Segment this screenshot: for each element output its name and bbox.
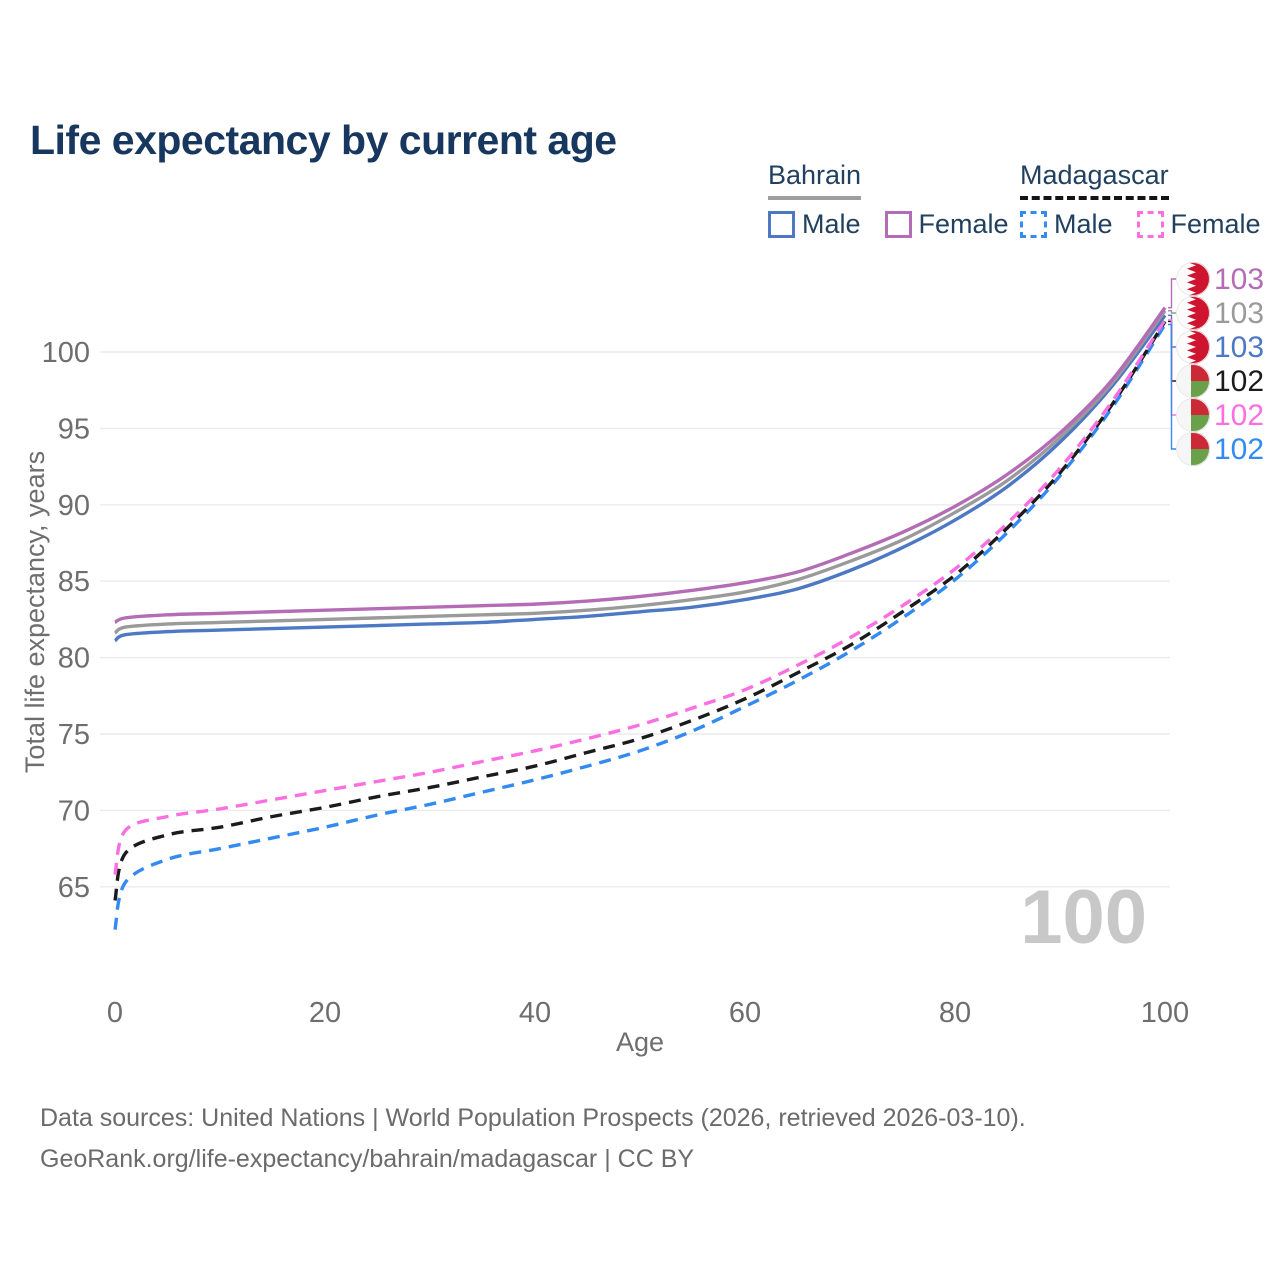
legend-group-madagascar: Madagascar Male Female	[1020, 160, 1280, 240]
legend-item-madagascar-male[interactable]: Male	[1020, 209, 1113, 240]
madagascar-flag-icon	[1176, 364, 1210, 398]
end-value-label-bahrain-female: 103	[1214, 263, 1264, 296]
madagascar-male-swatch-icon	[1020, 211, 1047, 238]
chart-legend: Bahrain Male Female Madagascar Male	[0, 160, 1280, 245]
series-line-bahrain-male[interactable]	[113, 314, 1167, 643]
legend-item-bahrain-female[interactable]: Female	[884, 209, 1009, 240]
legend-label-bahrain-male: Male	[802, 209, 861, 239]
legend-group-bahrain: Bahrain Male Female	[768, 160, 1033, 240]
y-tick-65: 65	[58, 872, 90, 904]
y-tick-75: 75	[58, 719, 90, 751]
legend-country-madagascar[interactable]: Madagascar	[1020, 160, 1169, 200]
end-label-connector	[1168, 323, 1176, 450]
y-axis-label: Total life expectancy, years	[20, 451, 50, 773]
y-tick-95: 95	[58, 413, 90, 445]
chart-footer: Data sources: United Nations | World Pop…	[40, 1098, 1026, 1180]
legend-row-madagascar: Male Female	[1020, 209, 1280, 240]
footer-data-sources: Data sources: United Nations | World Pop…	[40, 1104, 1026, 1132]
legend-item-bahrain-male[interactable]: Male	[768, 209, 861, 240]
legend-label-bahrain-female: Female	[918, 209, 1009, 239]
series-line-madagascar-both-sexes[interactable]	[113, 320, 1167, 901]
x-tick-100: 100	[1141, 997, 1189, 1029]
end-value-label-madagascar-both-sexes: 102	[1214, 365, 1264, 398]
end-value-label-bahrain-male: 103	[1214, 331, 1264, 364]
series-line-madagascar-female[interactable]	[113, 318, 1167, 875]
series-line-bahrain-both-sexes[interactable]	[113, 309, 1167, 635]
y-tick-85: 85	[58, 566, 90, 598]
end-label-connector	[1168, 278, 1176, 309]
madagascar-flag-icon	[1176, 432, 1210, 466]
bahrain-flag-icon	[1176, 296, 1210, 330]
x-tick-20: 20	[309, 997, 341, 1029]
end-value-label-madagascar-male: 102	[1214, 433, 1264, 466]
legend-country-bahrain[interactable]: Bahrain	[768, 160, 862, 200]
bahrain-flag-icon	[1176, 262, 1210, 296]
series-line-madagascar-male[interactable]	[113, 323, 1167, 930]
bahrain-female-swatch-icon	[884, 211, 912, 238]
y-tick-90: 90	[58, 490, 90, 522]
bahrain-flag-icon	[1176, 330, 1210, 364]
y-tick-80: 80	[58, 643, 90, 675]
x-tick-0: 0	[107, 997, 123, 1029]
end-label-connector	[1168, 310, 1176, 314]
madagascar-flag-icon	[1176, 398, 1210, 432]
footer-link[interactable]: GeoRank.org/life-expectancy/bahrain/mada…	[40, 1145, 695, 1173]
bahrain-male-swatch-icon	[768, 211, 795, 238]
series-line-bahrain-female[interactable]	[114, 306, 1167, 625]
x-tick-40: 40	[519, 997, 551, 1029]
legend-label-madagascar-female: Female	[1170, 209, 1261, 239]
x-axis-label: Age	[616, 1027, 664, 1057]
madagascar-female-swatch-icon	[1136, 211, 1164, 238]
end-value-label-madagascar-female: 102	[1214, 399, 1264, 432]
x-tick-80: 80	[939, 997, 971, 1029]
legend-label-madagascar-male: Male	[1054, 209, 1113, 239]
end-value-label-bahrain-both-sexes: 103	[1214, 297, 1264, 330]
y-tick-100: 100	[42, 337, 90, 369]
y-tick-70: 70	[58, 795, 90, 827]
x-tick-60: 60	[729, 997, 761, 1029]
page-title: Life expectancy by current age	[30, 117, 617, 164]
legend-row-bahrain: Male Female	[768, 209, 1033, 240]
legend-item-madagascar-female[interactable]: Female	[1136, 209, 1261, 240]
age-watermark: 100	[1020, 875, 1147, 960]
